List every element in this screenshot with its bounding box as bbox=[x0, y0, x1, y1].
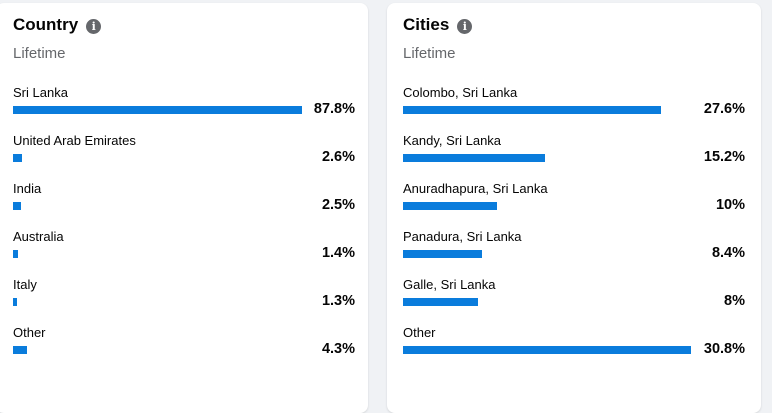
city-value: 30.8% bbox=[703, 341, 745, 357]
country-label: Sri Lanka bbox=[13, 85, 68, 100]
city-list-item: Kandy, Sri Lanka 15.2% bbox=[403, 133, 745, 181]
city-bar bbox=[403, 106, 661, 114]
country-list-item: Australia 1.4% bbox=[13, 229, 355, 277]
info-icon[interactable]: i bbox=[86, 18, 102, 34]
info-icon[interactable]: i bbox=[457, 18, 473, 34]
country-card-header: Country i bbox=[13, 15, 102, 35]
cities-title: Cities bbox=[403, 15, 450, 34]
country-list-item: India 2.5% bbox=[13, 181, 355, 229]
city-value: 8.4% bbox=[711, 245, 745, 261]
country-label: Other bbox=[13, 325, 46, 340]
city-label: Colombo, Sri Lanka bbox=[403, 85, 518, 100]
city-bar bbox=[403, 346, 691, 354]
city-value: 10% bbox=[715, 197, 745, 213]
city-list-item: Other 30.8% bbox=[403, 325, 745, 373]
country-list-item: Italy 1.3% bbox=[13, 277, 355, 325]
country-list-item: Sri Lanka 87.8% bbox=[13, 85, 355, 133]
country-value: 2.6% bbox=[321, 149, 355, 165]
country-bar bbox=[13, 154, 22, 162]
city-bar bbox=[403, 202, 497, 210]
city-label: Galle, Sri Lanka bbox=[403, 277, 496, 292]
country-value: 1.4% bbox=[321, 245, 355, 261]
city-list-item: Colombo, Sri Lanka 27.6% bbox=[403, 85, 745, 133]
cities-list: Colombo, Sri Lanka 27.6% Kandy, Sri Lanka 1… bbox=[403, 85, 745, 373]
country-label: Australia bbox=[13, 229, 64, 244]
country-card: Country i Lifetime Sri Lanka 87.8% United … bbox=[0, 3, 368, 413]
city-list-item: Anuradhapura, Sri Lanka 10% bbox=[403, 181, 745, 229]
city-label: Kandy, Sri Lanka bbox=[403, 133, 502, 148]
cities-subtitle: Lifetime bbox=[403, 45, 456, 62]
country-label: India bbox=[13, 181, 42, 196]
city-value: 8% bbox=[724, 293, 745, 309]
city-list-item: Galle, Sri Lanka 8% bbox=[403, 277, 745, 325]
country-list-item: United Arab Emirates 2.6% bbox=[13, 133, 355, 181]
country-subtitle: Lifetime bbox=[13, 45, 66, 62]
country-value: 2.5% bbox=[321, 197, 355, 213]
country-label: Italy bbox=[13, 277, 37, 292]
city-label: Anuradhapura, Sri Lanka bbox=[403, 181, 548, 196]
city-label: Other bbox=[403, 325, 436, 340]
country-bar bbox=[13, 346, 27, 354]
city-value: 15.2% bbox=[703, 149, 745, 165]
country-label: United Arab Emirates bbox=[13, 133, 136, 148]
country-value: 87.8% bbox=[313, 101, 355, 117]
country-title: Country bbox=[13, 15, 79, 34]
country-value: 4.3% bbox=[321, 341, 355, 357]
country-list-item: Other 4.3% bbox=[13, 325, 355, 373]
city-value: 27.6% bbox=[703, 101, 745, 117]
country-bar bbox=[13, 106, 302, 114]
city-list-item: Panadura, Sri Lanka 8.4% bbox=[403, 229, 745, 277]
country-value: 1.3% bbox=[321, 293, 355, 309]
cities-card: Cities i Lifetime Colombo, Sri Lanka 27.6… bbox=[387, 3, 761, 413]
city-bar bbox=[403, 298, 478, 306]
country-list: Sri Lanka 87.8% United Arab Emirates 2.6% In… bbox=[13, 85, 355, 373]
country-bar bbox=[13, 202, 21, 210]
cities-card-header: Cities i bbox=[403, 15, 473, 35]
city-label: Panadura, Sri Lanka bbox=[403, 229, 522, 244]
city-bar bbox=[403, 250, 482, 258]
country-bar bbox=[13, 250, 18, 258]
country-bar bbox=[13, 298, 17, 306]
city-bar bbox=[403, 154, 545, 162]
